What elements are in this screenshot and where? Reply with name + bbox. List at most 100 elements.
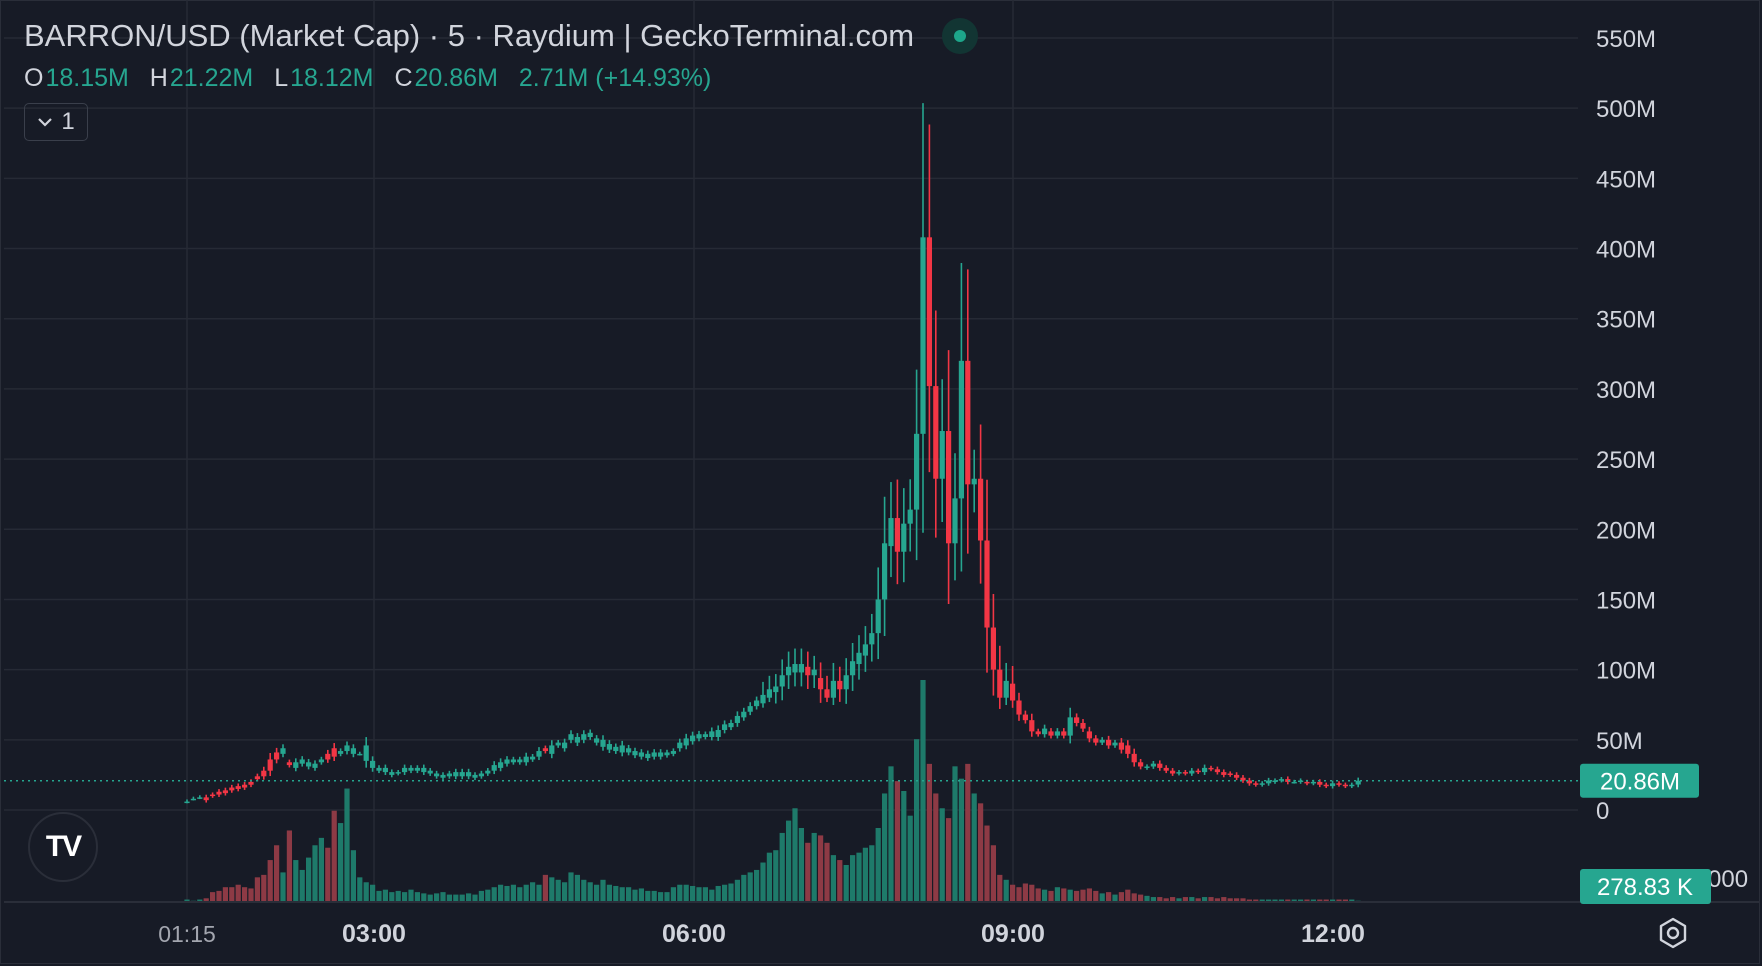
volume-bar <box>1349 899 1355 902</box>
volume-bar <box>1016 887 1022 902</box>
candle-body <box>229 787 235 791</box>
volume-bar <box>280 872 286 902</box>
volume-bar <box>1182 897 1188 902</box>
volume-bar <box>1214 898 1220 902</box>
volume-bar <box>1022 883 1028 902</box>
candle-body <box>882 543 888 600</box>
candle-body <box>1176 772 1182 774</box>
candle-body <box>197 797 203 799</box>
candle-body <box>946 431 952 544</box>
candle-body <box>562 742 568 749</box>
high-value: 21.22M <box>169 64 254 92</box>
candle-body <box>632 751 638 756</box>
volume-bar <box>760 862 766 902</box>
candle-body <box>344 745 350 752</box>
time-tick-label: 12:00 <box>1301 920 1365 948</box>
volume-bar <box>677 884 683 902</box>
volume-bar <box>837 860 843 902</box>
price-tick-label: 250M <box>1596 447 1656 474</box>
candle-body <box>978 478 984 541</box>
volume-bar <box>613 885 619 902</box>
volume-bar <box>242 887 248 902</box>
volume-bar <box>946 818 952 902</box>
candle-body <box>203 797 209 801</box>
candles <box>184 103 1361 804</box>
volume-bar <box>581 879 587 902</box>
volume-bar <box>1048 890 1054 902</box>
candle-body <box>408 767 414 771</box>
candle-body <box>638 752 644 757</box>
candle-body <box>626 748 632 753</box>
time-tick-label: 03:00 <box>342 920 406 948</box>
volume-bar <box>594 884 600 902</box>
candle-body <box>446 773 452 777</box>
volume-bar <box>555 879 561 902</box>
volume-bar <box>1080 889 1086 902</box>
candle-body <box>1310 781 1316 784</box>
candle-body <box>722 724 728 730</box>
volume-bar <box>1176 898 1182 902</box>
volume-bar <box>370 884 376 902</box>
candle-body <box>1061 731 1067 736</box>
candle-body <box>658 752 664 757</box>
price-tick-label: 550M <box>1596 26 1656 53</box>
volume-bar <box>971 793 977 902</box>
candle-body <box>517 759 523 763</box>
time-tick-label: 01:15 <box>158 921 216 947</box>
candle-body <box>542 748 548 752</box>
volume-bar <box>741 874 747 902</box>
volume-bar <box>472 894 478 902</box>
volume-bar <box>1138 894 1144 902</box>
low-value: 18.12M <box>290 64 374 92</box>
volume-bar <box>274 845 280 902</box>
volume-bar <box>568 872 574 902</box>
candle-body <box>376 767 382 771</box>
candle-body <box>1003 680 1009 698</box>
candle-body <box>1253 783 1259 785</box>
candle-body <box>709 731 715 738</box>
candle-body <box>1144 766 1150 768</box>
volume-bar <box>1112 894 1118 902</box>
candle-body <box>798 664 804 673</box>
volume-bar <box>702 887 708 902</box>
volume-bar <box>1246 899 1252 902</box>
price-tick-label: 0 <box>1596 798 1609 825</box>
volume-bar <box>920 680 926 902</box>
volume-bar <box>690 885 696 902</box>
candle-body <box>1035 731 1041 735</box>
volume-bar <box>1298 899 1304 902</box>
candle-body <box>670 751 676 754</box>
candle-body <box>1195 770 1201 773</box>
volume-bar <box>670 887 676 902</box>
volume-bar <box>606 884 612 902</box>
candle-body <box>1093 738 1099 743</box>
candle-body <box>568 734 574 740</box>
candle-body <box>677 742 683 749</box>
candle-body <box>760 694 766 704</box>
candle-body <box>536 751 542 757</box>
candle-body <box>862 644 868 656</box>
volume-bar <box>1234 898 1240 902</box>
candle-body <box>594 738 600 743</box>
settings-icon[interactable] <box>1656 916 1690 950</box>
candle-body <box>1278 779 1284 781</box>
volume-bar <box>952 766 958 902</box>
candle-body <box>792 664 798 673</box>
candle-body <box>440 774 446 778</box>
volume-bar <box>894 781 900 902</box>
volume-bar <box>1074 890 1080 902</box>
candle-body <box>1157 763 1163 768</box>
candle-body <box>1291 781 1297 784</box>
volume-bar <box>1093 890 1099 902</box>
collapse-indicators-button[interactable]: 1 <box>24 103 88 141</box>
volume-bar <box>1003 879 1009 902</box>
tradingview-logo-icon[interactable]: TV <box>28 812 98 882</box>
volume-bar <box>421 893 427 902</box>
candle-body <box>1208 767 1214 770</box>
candle-body <box>1214 769 1220 773</box>
volume-bar <box>1035 888 1041 902</box>
volume-bar <box>1029 884 1035 902</box>
volume-bar <box>363 882 369 902</box>
candle-body <box>894 518 900 552</box>
